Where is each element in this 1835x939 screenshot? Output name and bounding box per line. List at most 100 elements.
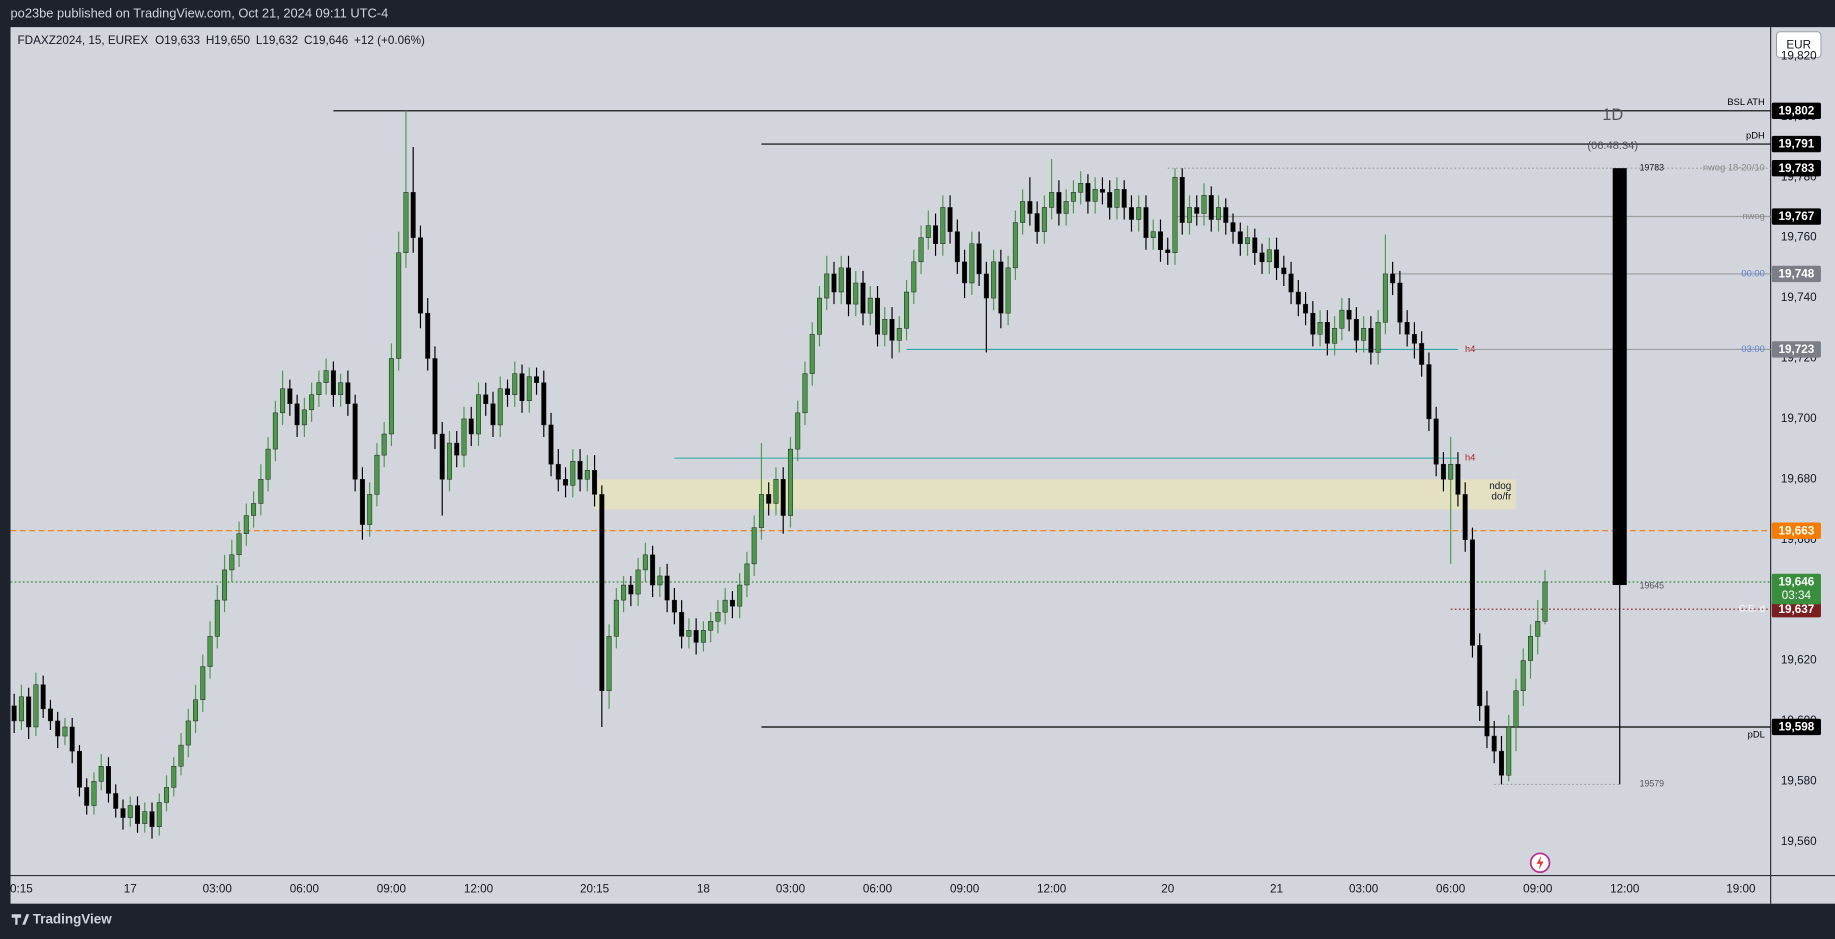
- candle-body: [26, 696, 32, 728]
- candle-body: [76, 750, 82, 788]
- candle-body: [1310, 312, 1316, 335]
- candle-body: [272, 412, 278, 450]
- candle-body: [105, 766, 111, 794]
- x-tick-label: 06:00: [1436, 883, 1466, 896]
- symbol: FDAXZ2024, 15, EUREX: [18, 34, 149, 47]
- candle-body: [1092, 189, 1098, 202]
- daily-low-label: 19579: [1640, 779, 1665, 789]
- candle-body: [439, 433, 445, 480]
- candle-body: [1194, 207, 1200, 214]
- candle-body: [1382, 273, 1388, 323]
- legend-high: H19,650: [206, 34, 251, 47]
- candle-body: [700, 630, 706, 643]
- candle-body: [396, 252, 402, 359]
- candle-body: [904, 291, 910, 329]
- candle-body: [497, 388, 503, 426]
- candle-body: [657, 575, 663, 586]
- candle-body: [1005, 267, 1011, 314]
- candle-body: [534, 376, 540, 383]
- y-tick-label: 19,580: [1781, 774, 1817, 787]
- candle-body: [1346, 309, 1352, 320]
- candle-body: [316, 382, 322, 395]
- candle-body: [577, 460, 583, 480]
- candle-body: [1056, 192, 1062, 214]
- price-tag: [1771, 573, 1821, 605]
- level-label: 03:00: [1741, 344, 1764, 354]
- x-tick-label: 12:00: [1610, 883, 1640, 896]
- candle-body: [156, 802, 162, 827]
- candle-body: [1252, 237, 1258, 253]
- candle-body: [599, 494, 605, 691]
- zone-label: do/fr: [1491, 491, 1512, 502]
- candle-body: [1469, 539, 1475, 646]
- candle-body: [664, 575, 670, 601]
- candle-body: [846, 267, 851, 305]
- candle-body: [1150, 231, 1156, 238]
- candle-body: [628, 584, 634, 595]
- candle-body: [1288, 273, 1294, 293]
- candle-body: [1136, 207, 1142, 220]
- candle-body: [1020, 201, 1026, 223]
- candle-body: [642, 554, 648, 571]
- level-label: C.E. d: [1739, 604, 1765, 614]
- candle-body: [969, 243, 975, 284]
- candle-body: [954, 231, 960, 263]
- candle-body: [1259, 252, 1265, 263]
- candle-body: [1266, 249, 1272, 263]
- candle-body: [976, 243, 982, 275]
- candle-body: [142, 811, 148, 824]
- candle-body: [991, 261, 997, 299]
- candle-body: [751, 527, 757, 565]
- level-label: BSL ATH: [1727, 97, 1764, 107]
- candle-body: [33, 684, 39, 728]
- candle-body: [860, 282, 866, 314]
- candle-body: [1245, 237, 1251, 244]
- candle-body: [1027, 201, 1033, 214]
- candle-body: [1012, 222, 1018, 269]
- currency-button[interactable]: [1776, 31, 1822, 59]
- candle-body: [62, 726, 68, 737]
- candle-body: [425, 312, 431, 359]
- candle-body: [962, 261, 968, 284]
- level-label: nwog: [1742, 211, 1764, 221]
- candle-body: [1099, 189, 1105, 193]
- candle-body: [519, 373, 525, 402]
- candle-body: [584, 470, 590, 480]
- candle-body: [853, 282, 859, 305]
- y-tick-label: 19,760: [1781, 231, 1817, 244]
- x-tick-label: 12:00: [464, 883, 494, 896]
- candle-body: [824, 273, 830, 299]
- x-tick-label: 09:00: [1523, 883, 1553, 896]
- candle-body: [613, 599, 619, 637]
- price-tag-label: 19,598: [1779, 721, 1815, 734]
- brand: TradingView: [33, 912, 112, 927]
- candle-body: [715, 611, 721, 622]
- price-tag-label: 19,767: [1779, 210, 1815, 223]
- legend-low: L19,632: [256, 34, 298, 47]
- candle-body: [1426, 364, 1432, 420]
- candle-body: [410, 192, 416, 238]
- candle-body: [1274, 249, 1280, 269]
- candle-body: [838, 267, 844, 293]
- candle-body: [120, 808, 126, 818]
- candle-body: [563, 479, 569, 486]
- candle-body: [911, 261, 917, 293]
- candle-body: [998, 261, 1004, 314]
- price-tag-label: 19,783: [1779, 162, 1815, 175]
- candle-body: [381, 433, 387, 456]
- y-tick-label: 19,680: [1781, 472, 1817, 485]
- candle-body: [47, 708, 53, 722]
- x-tick-label: 03:00: [1349, 883, 1379, 896]
- candle-body: [214, 599, 220, 637]
- candle-body: [1208, 195, 1214, 220]
- candle-body: [178, 744, 184, 767]
- candle-body: [570, 460, 576, 486]
- price-tag-label: 19,637: [1779, 603, 1815, 616]
- candle-body: [983, 273, 989, 299]
- candle-body: [345, 382, 351, 405]
- currency[interactable]: EUR: [1786, 38, 1811, 51]
- candle-body: [1528, 636, 1533, 661]
- candle-body: [1281, 267, 1287, 275]
- candle-body: [1303, 303, 1309, 314]
